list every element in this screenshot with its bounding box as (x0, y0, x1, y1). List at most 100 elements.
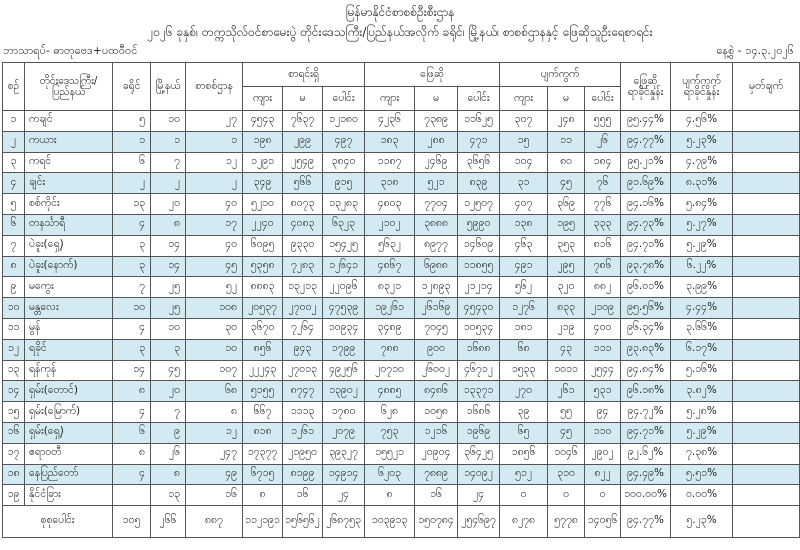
cell-centers: ၄၀ (185, 234, 243, 257)
cell-district: ၃ (112, 255, 151, 278)
cell-reg-female: ၈၁၉၉ (282, 463, 323, 486)
cell-reg-female: ၂၇၀၁၃ (282, 359, 323, 382)
cell-sat-male: ၄၈၀၃ (364, 193, 416, 215)
cell-sat-total: ၁၆၈၈ (457, 338, 501, 361)
col-registered-total: ပေါင်း (321, 86, 366, 111)
cell-absent-total: ၉၄ (584, 401, 622, 423)
total-township: ၂၆၆ (150, 505, 186, 539)
total-absent-total: ၁၄၀၅၆ (584, 505, 622, 539)
cell-absent-female: ၂၁၉ (547, 317, 586, 340)
cell-sat-pct: ၁၀၀.၀၀% (620, 484, 672, 507)
col-absent-male: ကျား (499, 86, 549, 111)
cell-absent-total: ၅၅၅ (584, 110, 622, 132)
table-row: ၄ချင်း၂၂၂၃၄၉ ၅၆၆ ၉၁၅ ၃၁၈ ၅၂၁ ၈၃၉ ၃၁ ၄၅ ၇၆ ၉၁.၆၉% ၈… (2, 172, 800, 195)
col-registered-male: ကျား (242, 86, 283, 111)
cell-reg-total: ၄၉၇ (321, 130, 366, 153)
cell-absent-total: ၇၈၆ (584, 255, 622, 278)
cell-district: ၃ (112, 338, 151, 361)
cell-absent-male: ၅၆၂ (499, 276, 549, 299)
cell-sat-total: ၁၂၅၀၇ (457, 193, 501, 215)
cell-centers: ၄၉ (185, 463, 243, 486)
cell-absent-total: ၂၉၀၂ (584, 442, 622, 465)
cell-sat-male: ၆၂၀၃ (364, 463, 416, 486)
cell-reg-total: ၁၂၆၄၁ (321, 255, 366, 278)
cell-absent-pct: ၅.၈၄% (670, 193, 734, 215)
cell-absent-total: ၈၂၂ (584, 463, 622, 486)
cell-township: ၈ (150, 463, 186, 486)
table-row: ၁ကချင်၅၁၀ ၂၇ ၄၅၄၃ ၇၆၃၇ ၁၂၁၈၀ ၄၂၃၆ ၇၃၈၉ ၁၁၆၂၅ ၃၀၇… (2, 110, 800, 132)
cell-sat-female: ၂၆၁၆၉ (414, 297, 459, 319)
cell-reg-total: ၁၂၁၈၀ (321, 110, 366, 132)
cell-district: ၆ (112, 421, 151, 444)
total-sat-pct: ၉၄.၇၇% (620, 505, 672, 539)
cell-absent-female: ၂၄၈ (547, 110, 586, 132)
date-label: နေ့စွဲ - ၁၄.၃.၂၀၂၆ (716, 44, 794, 57)
cell-sat-female: ၁၆ (414, 484, 459, 507)
cell-no: ၃ (2, 151, 25, 174)
cell-sat-female: ၉၀၀ (414, 338, 459, 361)
cell-absent-pct: ၄.၅၆% (670, 110, 734, 132)
table-row: ၁၈ နေပြည်တော်၄၈၄၉ ၆၇၁၅ ၈၁၉၉ ၁၄၉၁၄ ၆၂၀၃ ၇၈၈၉ ၁၄၀… (2, 463, 800, 486)
cell-district: ၇ (112, 276, 151, 299)
cell-sat-pct: ၉၄.၁၆% (620, 193, 672, 215)
document-subtitle: ၂၀၂၆ ခုနှစ်၊ တက္ကသိုလ်ဝင်စာမေးပွဲ တိုင်း… (147, 25, 653, 39)
cell-absent-total: ၇၆ (584, 172, 622, 195)
cell-district: ၆ (112, 151, 151, 174)
total-row: စုစုပေါင်း ၁၀၅ ၂၆၆ ၈၈၇ ၁၁၂၁၉၁ ၁၅၆၅၆၂ ၂၆၈၇၅၃ ၁၀၃… (2, 505, 800, 539)
cell-sat-total: ၁၀၅၃၄ (457, 317, 501, 340)
cell-reg-total: ၄၉၂၅၆ (321, 359, 366, 382)
cell-district: ၁ (112, 130, 151, 153)
cell-no: ၁၆ (2, 421, 25, 444)
cell-district: ၈ (112, 442, 151, 465)
cell-sat-total: ၂၄ (457, 484, 501, 507)
table-row: ၆တနင်္သာရီ၄၈၁၇ ၂၂၄၀ ၄၀၈၃ ၆၃၂၃ ၂၁၀၂ ၃၈၈၈ ၅၉၉၀ ၁၃… (2, 213, 800, 236)
table-row: ၁၀ မန္တလေး ၁၀ ၂၅ ၁၀၈ ၂၀၅၃၇ ၂၇၀၀၂ ၄၇၅၃၉ ၁၉၂၆၁ ၂၆၁၆… (2, 297, 800, 319)
table-row: ၁၅ ရှမ်း(မြောက်) ၄၇၈၆၆၇ ၁၁၁၃ ၁၇၈၀ ၆၂၈ ၁၀၅၈ ၁၆၈၆… (2, 401, 800, 423)
cell-absent-female: ၄၃ (547, 338, 586, 361)
cell-absent-female: ၈၀ (547, 151, 586, 174)
cell-township: ၂၀ (150, 193, 186, 215)
cell-region: ပဲခူး(နောက်) (24, 255, 113, 278)
cell-remarks (732, 172, 800, 195)
col-region: တိုင်းဒေသကြီး/ ပြည်နယ် (24, 62, 113, 111)
cell-reg-total: ၆၃၂၃ (321, 213, 366, 236)
cell-sat-male: ၄၂၃၆ (364, 110, 416, 132)
cell-sat-male: ၇၅၃ (364, 421, 416, 444)
cell-reg-female: ၁၁၁၃ (282, 401, 323, 423)
cell-sat-male: ၁၈၃ (364, 130, 416, 153)
cell-absent-total: ၁၁၀ (584, 421, 622, 444)
cell-sat-female: ၇၇၀၄ (414, 193, 459, 215)
cell-no: ၁၂ (2, 338, 25, 361)
cell-sat-female: ၇၃၈၉ (414, 110, 459, 132)
cell-centers: ၁၀ (185, 338, 243, 361)
cell-absent-male: ၁၈၅၆ (499, 442, 549, 465)
cell-remarks (732, 213, 800, 236)
table-row: ၇ပဲခူး(ရှေ့) ၃၁၄ ၄၀ ၆၀၉၅ ၉၃၃၀ ၁၅၄၂၅ ၅၆၃၂ ၈၉၇၇ ၁၄… (2, 234, 800, 257)
cell-reg-female: ၁၂၆၁ (282, 421, 323, 444)
cell-sat-total: ၃၆၄၂၅ (457, 442, 501, 465)
cell-absent-female: ၄၅ (547, 421, 586, 444)
cell-centers: ၁၇ (185, 213, 243, 236)
cell-absent-total: ၁၈၄ (584, 151, 622, 174)
cell-absent-total: ၄၀၀ (584, 317, 622, 340)
col-absent: ပျက်ကွက် (499, 62, 622, 87)
cell-reg-female: ၈၇၄၇ (282, 380, 323, 403)
cell-district: ၄ (112, 317, 151, 340)
cell-region: နိုင်ငံခြား (24, 484, 113, 507)
cell-remarks (732, 130, 800, 153)
cell-absent-total: ၂၁၀၉ (584, 297, 622, 319)
cell-district: ၈ (112, 380, 151, 403)
cell-sat-pct: ၉၃.၇၈% (620, 255, 672, 278)
cell-district: ၂ (112, 172, 151, 195)
cell-township: ၁၄ (150, 255, 186, 278)
table-row: ၁၇ ဧရာဝတီ၈၂၆ ၂၄၇ ၁၇၃၇၇ ၂၁၉၅၀ ၃၉၃၂၇ ၁၅၅၂၁ ၂၀၉၀၄၃… (2, 442, 800, 465)
cell-absent-male: ၀ (499, 484, 549, 507)
cell-centers: ၄၀ (185, 193, 243, 215)
cell-region: ကရင် (24, 151, 113, 174)
cell-reg-total: ၁၃၉၀၂ (321, 380, 366, 403)
cell-no: ၁ (2, 110, 25, 132)
cell-centers: ၁၂ (185, 421, 243, 444)
cell-sat-pct: ၉၃.၈၃% (620, 338, 672, 361)
cell-no: ၁၃ (2, 359, 25, 382)
total-district: ၁၀၅ (112, 505, 151, 539)
